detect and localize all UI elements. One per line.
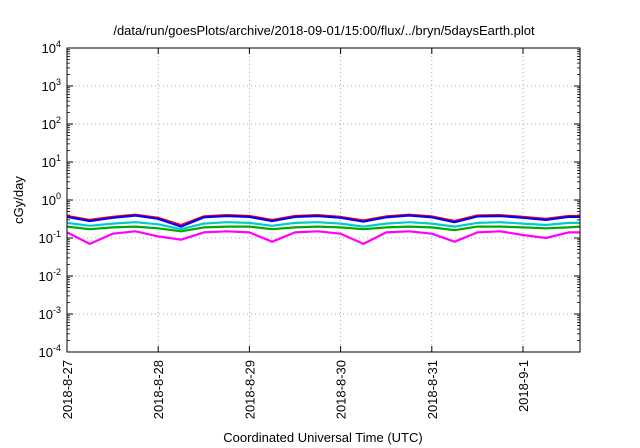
y-tick-label: 10-1	[39, 229, 61, 246]
x-tick-label: 2018-8-27	[60, 360, 75, 419]
plot-frame	[66, 47, 581, 353]
y-tick-label: 104	[42, 39, 61, 56]
y-tick-label: 10-4	[39, 343, 61, 360]
x-tick-label: 2018-8-30	[334, 360, 349, 419]
series-layer	[66, 213, 581, 245]
x-tick-label: 2018-8-28	[151, 360, 166, 419]
y-tick-label: 102	[42, 115, 61, 132]
grid	[66, 47, 580, 353]
y-axis-label: cGy/day	[11, 176, 26, 224]
y-tick-label: 10-2	[39, 267, 61, 284]
x-axis-label: Coordinated Universal Time (UTC)	[223, 430, 422, 445]
x-tick-label: 2018-9-1	[516, 360, 531, 412]
series-line-2	[66, 214, 580, 228]
series-line-3	[66, 221, 580, 231]
x-tick-labels: 2018-8-27 2018-8-28 2018-8-29 2018-8-30 2018…	[60, 360, 531, 419]
y-tick-label: 101	[42, 153, 61, 170]
y-tick-labels: 10-4 10-3 10-2 10-1 100 101 102 103 104	[39, 39, 61, 360]
y-tick-label: 10-3	[39, 305, 61, 322]
chart-title: /data/run/goesPlots/archive/2018-09-01/1…	[113, 23, 535, 38]
x-tick-label: 2018-8-29	[242, 360, 257, 419]
series-line-4	[66, 225, 581, 233]
y-tick-label: 100	[42, 191, 61, 208]
y-tick-label: 103	[42, 77, 61, 94]
x-tick-label: 2018-8-31	[425, 360, 440, 419]
series-line-5	[66, 230, 580, 245]
